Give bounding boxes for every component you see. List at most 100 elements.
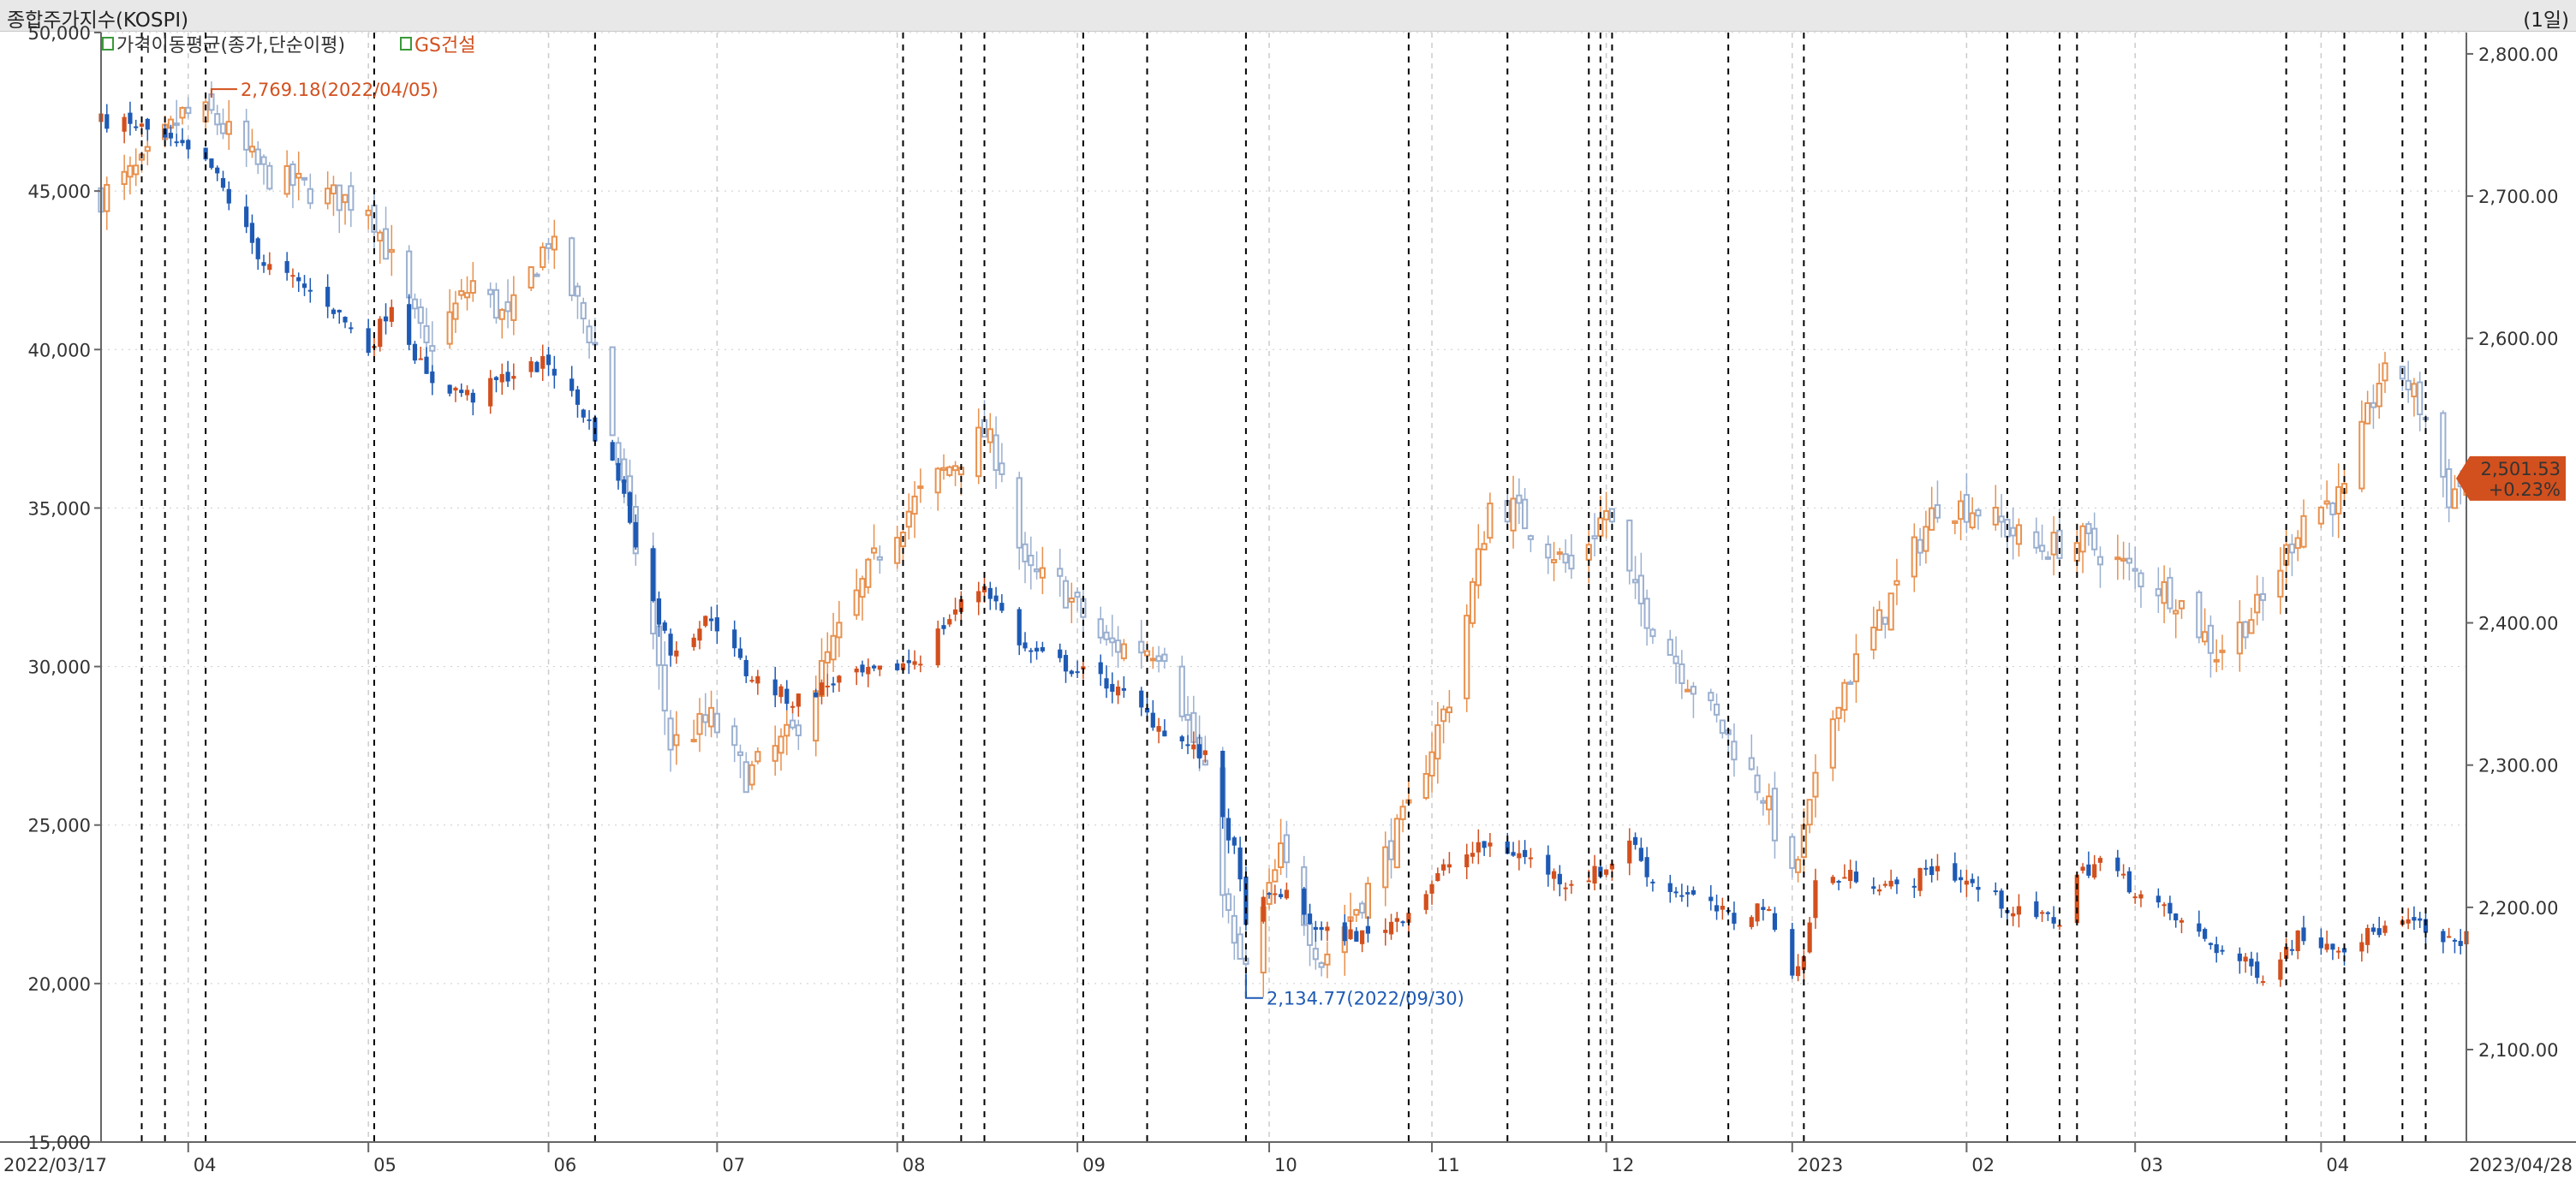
kospi-candle: [2317, 506, 2324, 525]
kospi-candle: [2277, 569, 2284, 598]
kospi-candle: [1998, 515, 2005, 523]
kospi-candle: [865, 558, 872, 588]
kospi-candle: [1847, 681, 1854, 686]
gs-candle: [581, 409, 586, 418]
kospi-candle: [707, 706, 715, 728]
kospi-candle: [569, 237, 575, 297]
gs-candle: [1435, 872, 1440, 882]
gs-candle: [1325, 926, 1330, 931]
kospi-candle: [1789, 836, 1796, 869]
gs-candle: [2174, 913, 2179, 921]
kospi-candle: [1178, 665, 1185, 717]
gs-candle: [488, 378, 493, 407]
gs-candle: [714, 617, 719, 632]
gs-candle: [534, 361, 540, 372]
badge-value: 2,501.53: [2480, 459, 2561, 479]
gs-candle: [1429, 884, 1434, 894]
gs-candle: [1517, 853, 1522, 859]
x-tick-label: 08: [903, 1155, 926, 1175]
gs-candle: [174, 141, 179, 144]
kospi-candle: [870, 547, 878, 554]
kospi-candle: [795, 724, 802, 737]
gs-candle: [854, 669, 859, 673]
x-tick-label: 06: [554, 1155, 577, 1175]
gs-candle: [1470, 853, 1476, 857]
kospi-candle: [1399, 806, 1406, 820]
kospi-candle: [1062, 580, 1070, 609]
kospi-candle: [731, 725, 738, 747]
gs-candle: [2126, 871, 2132, 893]
gs-candle: [447, 384, 452, 394]
kospi-candle: [1713, 703, 1720, 716]
gs-candle: [1040, 646, 1045, 651]
gs-candle: [2203, 929, 2208, 939]
kospi-candle: [951, 465, 959, 472]
x-tick-label: 10: [1274, 1155, 1297, 1175]
kospi-candle: [2440, 412, 2447, 478]
gs-candle: [1650, 881, 1655, 884]
gs-candle: [1586, 880, 1591, 883]
gs-candle: [2370, 927, 2376, 932]
gs-candle: [1882, 884, 1887, 886]
left-tick-label: 45,000: [28, 181, 91, 202]
gs-candle: [1058, 649, 1063, 658]
kospi-candle: [1272, 869, 1279, 883]
kospi-candle: [1841, 681, 1848, 711]
gs-candle: [952, 609, 958, 615]
kospi-candle: [2446, 467, 2453, 509]
kospi-candle: [1510, 497, 1517, 532]
gs-candle: [139, 123, 145, 127]
kospi-candle: [2213, 658, 2220, 663]
kospi-candle: [2079, 525, 2086, 553]
kospi-candle: [1393, 818, 1400, 869]
kospi-candle: [1591, 535, 1598, 540]
kospi-candle: [185, 106, 192, 115]
kospi-candle: [2254, 593, 2261, 614]
kospi-candle: [1766, 795, 1773, 811]
kospi-candle: [2329, 502, 2336, 515]
kospi-candle: [2300, 515, 2307, 548]
legend: 가격이동평균(종가,단순이평) GS건설: [102, 35, 476, 57]
kospi-candle: [1283, 834, 1290, 864]
gs-candle: [796, 693, 801, 707]
gs-candle: [2086, 864, 2091, 876]
x-tick-label: 05: [373, 1155, 397, 1175]
gs-candle: [2220, 949, 2225, 952]
gs-candle: [900, 663, 906, 670]
gs-candle: [540, 355, 546, 369]
gs-candle: [1673, 891, 1679, 894]
checkbox-icon: [400, 37, 412, 51]
kospi-candle: [214, 113, 221, 126]
left-tick-label: 30,000: [28, 657, 91, 678]
gs-candle: [1150, 712, 1155, 728]
kospi-candle: [1643, 598, 1650, 629]
kospi-candle: [1318, 961, 1325, 968]
gs-candle: [2324, 943, 2329, 950]
gs-candle: [128, 112, 133, 124]
gs-candle: [1313, 926, 1318, 931]
gs-candle: [895, 663, 900, 670]
kospi-candle: [377, 231, 384, 242]
kospi-candle: [824, 651, 831, 664]
kospi-candle: [742, 761, 749, 794]
kospi-candle: [1685, 688, 1691, 693]
kospi-candle: [429, 345, 436, 352]
kospi-candle: [2039, 544, 2046, 552]
x-tick-label: 12: [1612, 1155, 1635, 1175]
gs-candle: [691, 637, 696, 647]
kospi-candle: [1475, 548, 1482, 586]
kospi-candle: [1731, 741, 1738, 761]
kospi-candle: [661, 664, 668, 712]
gs-candle: [1755, 903, 1760, 922]
kospi-candle: [1114, 640, 1122, 653]
gs-candle: [505, 372, 510, 382]
kospi-candle: [2173, 610, 2179, 615]
gs-candle: [2301, 927, 2306, 942]
gs-candle: [1156, 726, 1161, 732]
gs-candle: [1888, 880, 1893, 887]
gs-candle: [1075, 671, 1080, 674]
kospi-candle: [999, 462, 1005, 475]
kospi-candle: [104, 183, 110, 212]
kospi-candle: [2015, 524, 2023, 545]
